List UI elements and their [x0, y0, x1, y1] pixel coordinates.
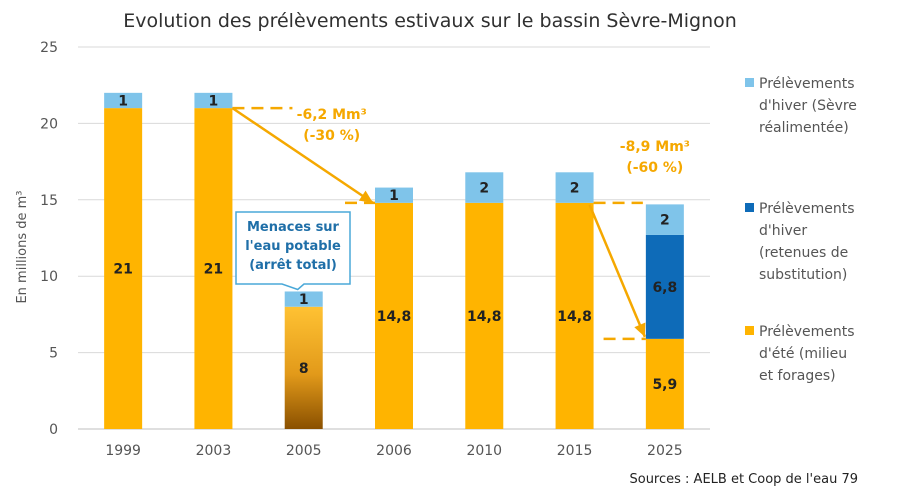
legend-text: Prélèvements	[759, 76, 855, 92]
legend-text: substitution)	[759, 267, 847, 283]
legend-swatch	[745, 78, 754, 87]
annotations: -6,2 Mm³ (-30 %) -8,9 Mm³ (-60 %)	[231, 106, 690, 341]
bar-segment	[465, 172, 504, 203]
annotation-text: (-60 %)	[626, 160, 683, 176]
trend-arrow	[231, 107, 374, 204]
y-axis-ticks: 0 5 10 15 20 25	[40, 40, 58, 438]
callout-text: l'eau potable	[245, 239, 341, 254]
trend-arrow-head	[634, 322, 646, 337]
data-label: 2	[479, 181, 489, 197]
data-label: 14,8	[467, 309, 502, 325]
legend-text: réalimentée)	[759, 120, 849, 136]
data-label: 1	[209, 93, 219, 109]
trend-arrow-head	[358, 190, 373, 203]
bar-segment	[645, 338, 684, 429]
legend-text: et forages)	[759, 368, 836, 384]
bar-segment	[375, 202, 413, 429]
annotation-text: (-30 %)	[303, 128, 360, 144]
bar-segment	[104, 108, 143, 430]
source-note: Sources : AELB et Coop de l'eau 79	[629, 472, 858, 487]
data-label: 21	[204, 262, 223, 278]
data-label: 21	[113, 262, 132, 278]
x-tick-label: 2006	[376, 443, 412, 459]
y-tick-label: 20	[40, 116, 58, 132]
callout-text: (arrêt total)	[249, 258, 337, 273]
legend-text: (retenues de	[759, 245, 848, 261]
y-axis-label: En millions de m³	[15, 190, 30, 303]
annotation-text: -6,2 Mm³	[297, 107, 367, 123]
legend-text: Prélèvements	[759, 324, 855, 340]
data-label: 2	[660, 213, 670, 229]
legend-swatch	[745, 203, 754, 212]
bar-segment	[284, 291, 323, 307]
bar-segment	[284, 306, 323, 429]
bars: 21 1 21 1 8 1 14,8 1 14,8 2 14,8 2 5,9 6,8 2	[104, 92, 684, 430]
legend-text: Prélèvements	[759, 201, 855, 217]
data-label: 14,8	[557, 309, 592, 325]
legend-text: d'hiver	[759, 223, 807, 239]
trend-arrow	[588, 204, 647, 338]
callout-box	[235, 211, 351, 291]
data-label: 2	[570, 181, 580, 197]
data-label: 1	[299, 292, 309, 308]
x-tick-label: 2015	[557, 443, 593, 459]
x-tick-label: 2005	[286, 443, 322, 459]
legend: Prélèvements d'hiver (Sèvre réalimentée) Pr…	[745, 76, 857, 384]
y-tick-label: 25	[40, 40, 58, 56]
legend-swatch	[745, 326, 754, 335]
data-label: 14,8	[377, 309, 412, 325]
annotation-text: -8,9 Mm³	[620, 139, 690, 155]
bar-segment	[104, 92, 143, 109]
y-tick-label: 10	[40, 269, 58, 285]
callout-text: Menaces sur	[247, 220, 340, 235]
data-label: 6,8	[652, 280, 677, 296]
y-tick-label: 15	[40, 193, 58, 209]
x-tick-label: 2003	[196, 443, 232, 459]
legend-text: d'hiver (Sèvre	[759, 98, 857, 114]
legend-text: d'été (milieu	[759, 346, 847, 362]
data-label: 1	[118, 93, 128, 109]
x-axis-ticks: 1999 2003 2005 2006 2010 2015 2025	[105, 443, 682, 459]
data-label: 8	[299, 361, 309, 377]
bar-segment	[194, 108, 233, 430]
bar-segment	[555, 172, 594, 203]
x-tick-label: 2010	[466, 443, 502, 459]
y-tick-label: 5	[49, 346, 58, 362]
x-tick-label: 2025	[647, 443, 683, 459]
callout: Menaces sur l'eau potable (arrêt total)	[235, 211, 351, 291]
bar-segment	[645, 204, 684, 235]
chart-title: Evolution des prélèvements estivaux sur …	[123, 10, 737, 32]
data-label: 5,9	[652, 377, 677, 393]
bar-segment	[194, 92, 233, 109]
bar-segment	[555, 202, 594, 429]
bar-segment	[645, 234, 684, 339]
x-tick-label: 1999	[105, 443, 141, 459]
data-label: 1	[389, 188, 399, 204]
bar-segment	[465, 202, 504, 429]
bar-segment	[375, 187, 413, 203]
y-tick-label: 0	[49, 422, 58, 438]
